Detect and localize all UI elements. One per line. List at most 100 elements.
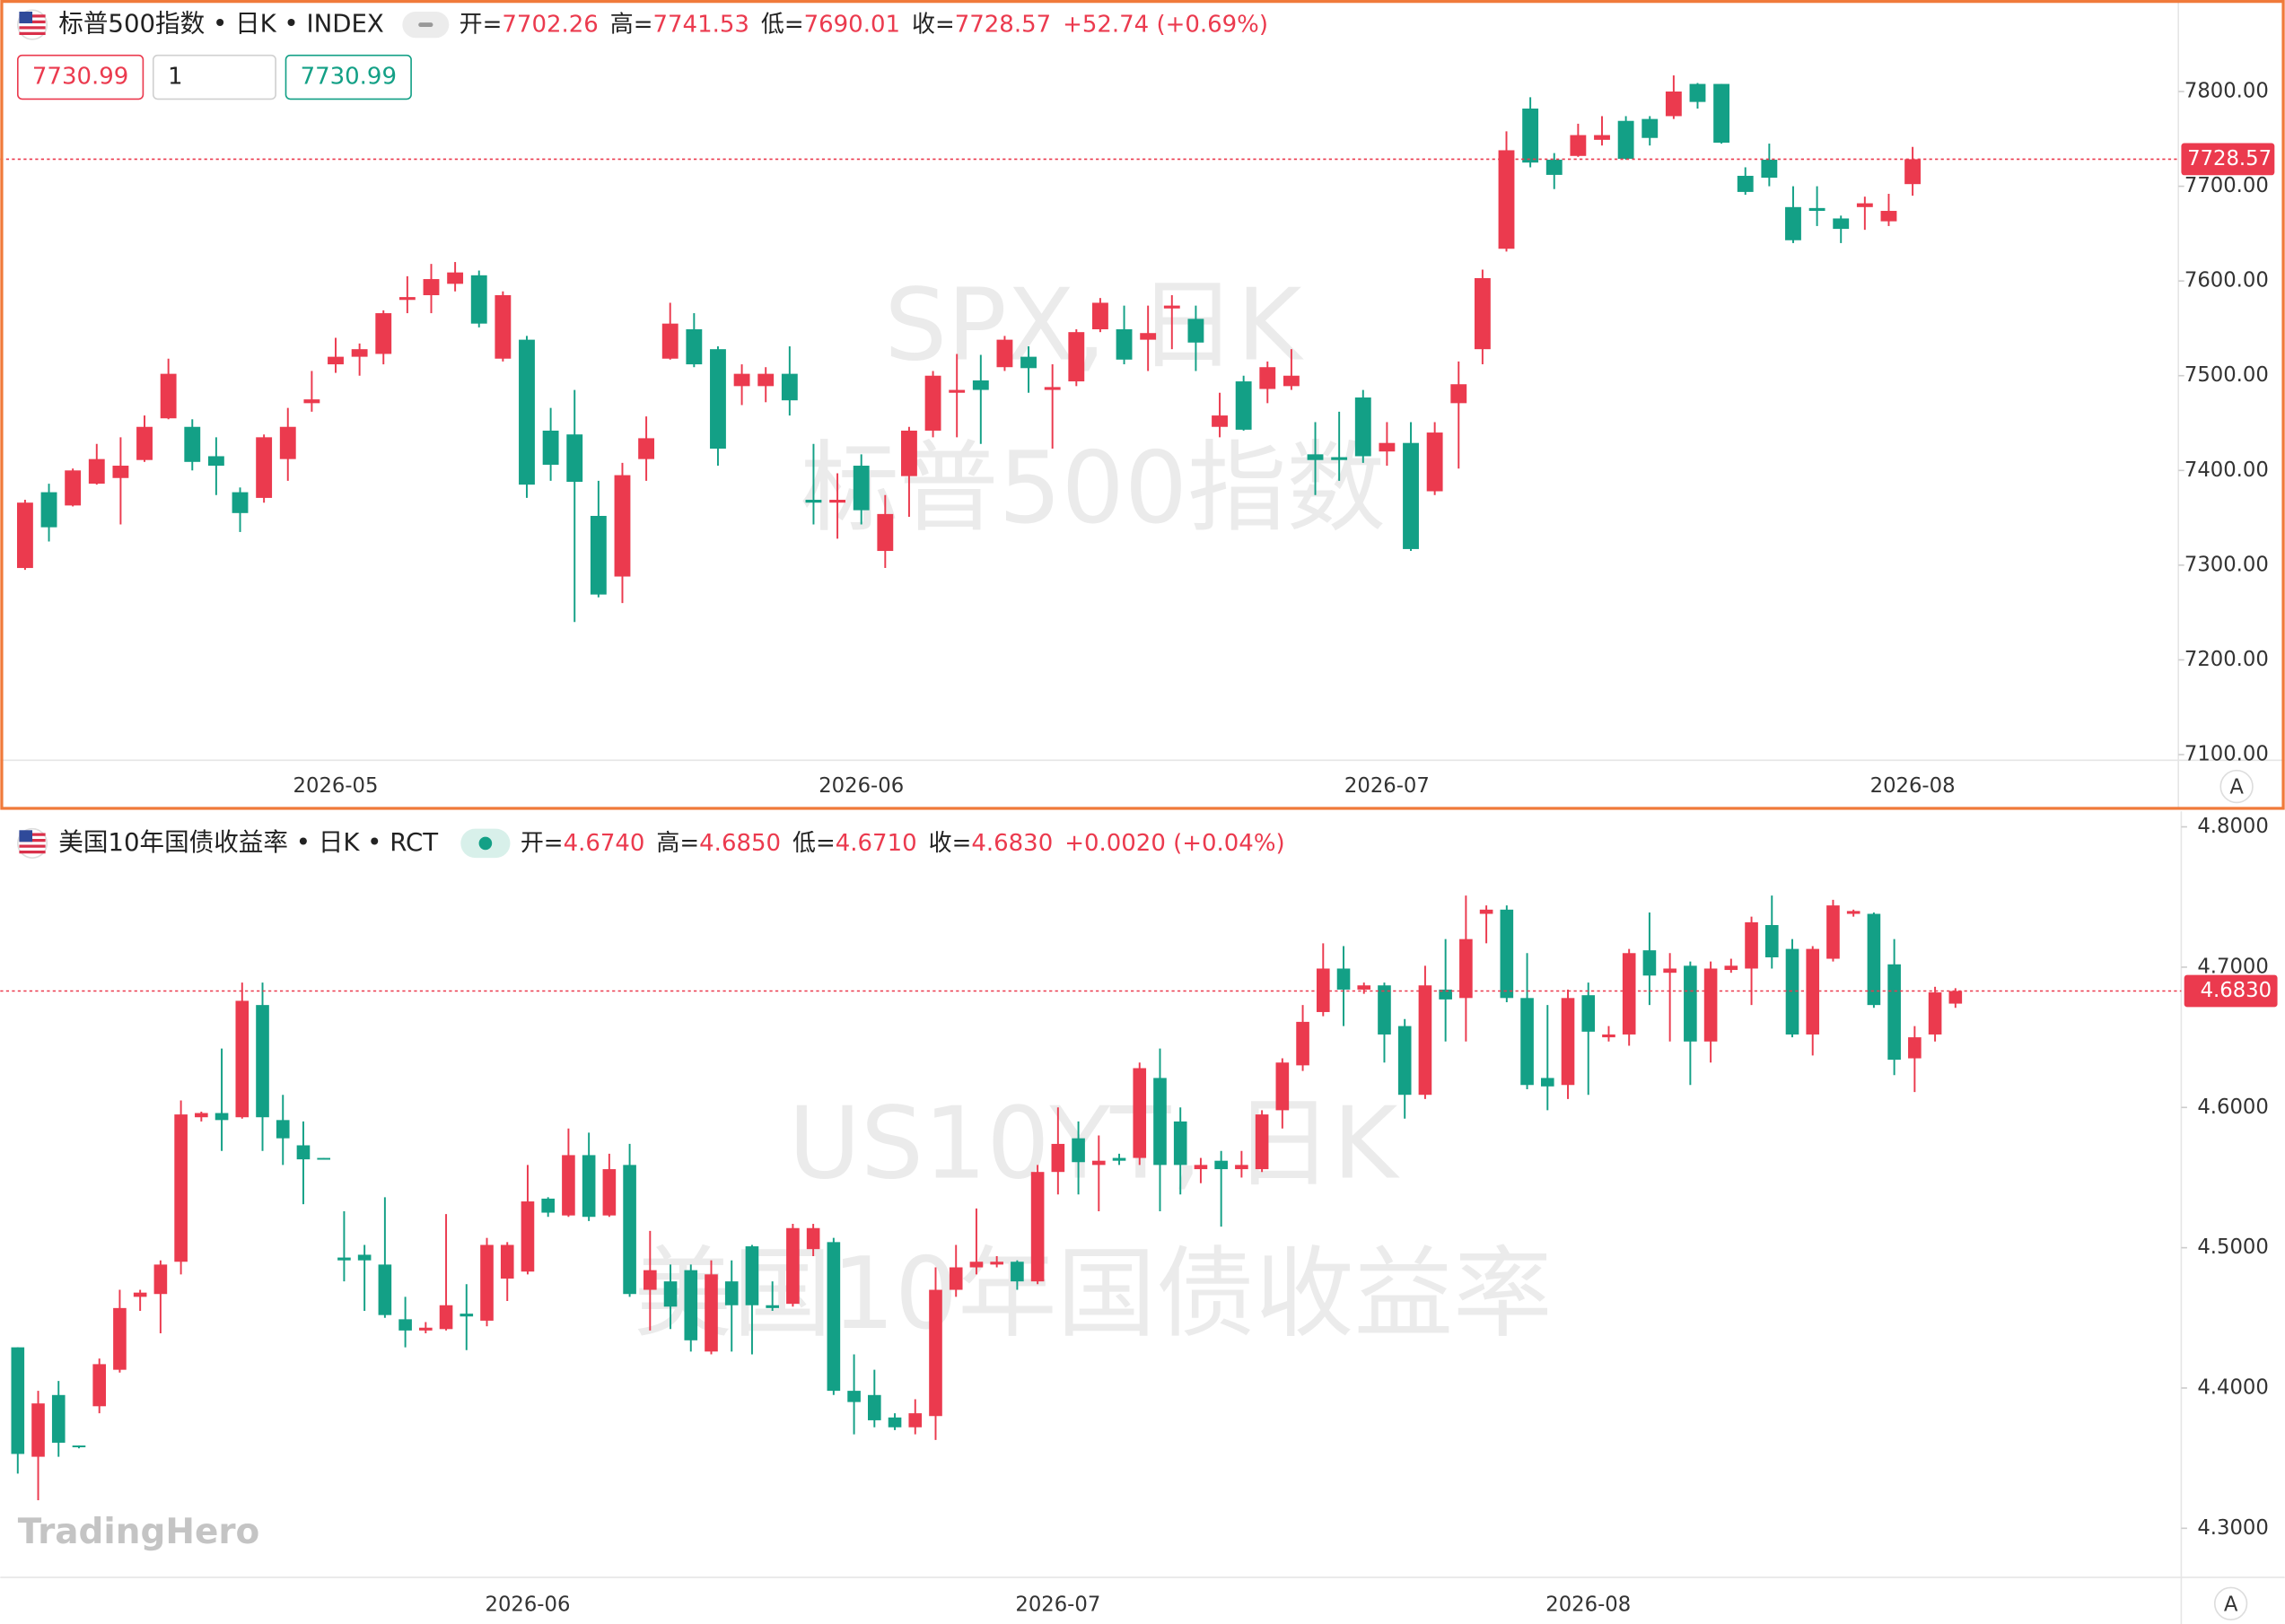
- candle-body: [929, 1289, 942, 1417]
- candle-body: [521, 1201, 535, 1272]
- auto-scale-label[interactable]: A: [2229, 776, 2244, 799]
- candle-body: [888, 1417, 902, 1428]
- candle-body: [235, 1000, 250, 1118]
- stat-value: 4.6830: [971, 829, 1053, 856]
- stat-value: 7728.57: [955, 11, 1051, 38]
- candle-body: [1051, 1143, 1065, 1173]
- candle-body: [827, 1242, 841, 1392]
- x-tick-label: 2026-08: [1545, 1593, 1631, 1616]
- candle-body: [92, 1364, 107, 1407]
- candle-body: [375, 313, 392, 354]
- candle-body: [1354, 397, 1371, 457]
- candle-body: [1378, 985, 1391, 1035]
- candle-body: [745, 1246, 759, 1305]
- order-input-box[interactable]: [285, 54, 412, 100]
- candle-body: [1357, 985, 1371, 990]
- candle-body: [1194, 1165, 1208, 1170]
- candle-body: [16, 502, 33, 569]
- candle-body: [972, 380, 989, 390]
- y-tick-label: 7500.00: [2184, 363, 2269, 387]
- auto-scale-button[interactable]: [2213, 1586, 2248, 1620]
- order-input-value[interactable]: 7730.99: [32, 64, 128, 91]
- candle-body: [1479, 909, 1493, 914]
- candle-body: [969, 1262, 984, 1268]
- candle-body: [1426, 432, 1443, 492]
- candle-body: [1522, 109, 1539, 163]
- candle-body: [1713, 83, 1730, 144]
- candle-body: [1153, 1078, 1167, 1166]
- order-input-box[interactable]: [152, 54, 276, 100]
- last-price-badge: [2184, 974, 2278, 1008]
- candle-body: [1545, 160, 1563, 175]
- candle-body: [1867, 913, 1881, 1006]
- candle-body: [661, 323, 678, 359]
- candle-body: [990, 1262, 1003, 1265]
- candle-body: [1255, 1114, 1269, 1170]
- candle-body: [11, 1347, 25, 1454]
- candle-body: [296, 1145, 311, 1160]
- candle-body: [733, 373, 750, 387]
- candle-body: [806, 1227, 820, 1250]
- y-tick-label: 7700.00: [2184, 174, 2269, 197]
- candle-body: [1030, 1172, 1045, 1282]
- candle-body: [949, 1267, 963, 1290]
- candle-body: [112, 466, 129, 478]
- order-input-box[interactable]: [16, 54, 144, 100]
- order-input-value[interactable]: 1: [168, 64, 183, 91]
- candle-body: [1833, 218, 1850, 230]
- order-input-value[interactable]: 7730.99: [301, 64, 397, 91]
- candle-body: [1689, 83, 1706, 102]
- y-tick-label: 7600.00: [2184, 269, 2269, 292]
- candle-body: [1474, 277, 1491, 350]
- candle-body: [924, 375, 941, 431]
- candle-body: [214, 1113, 229, 1121]
- candle-body: [113, 1307, 127, 1370]
- y-tick-label: 4.6000: [2197, 1096, 2269, 1119]
- candle-body: [40, 492, 57, 528]
- candle-body: [1331, 457, 1348, 460]
- ohlc-stats: 开=4.6740 高=4.6850 低=4.6710 收=4.6830 +0.0020 …: [521, 829, 1285, 856]
- candle-body: [710, 349, 726, 450]
- candle-body: [480, 1244, 494, 1321]
- candle-body: [1887, 964, 1901, 1061]
- candle-body: [423, 279, 440, 295]
- stat-label: 低=: [792, 829, 836, 856]
- candle-body: [996, 339, 1013, 368]
- candle-body: [582, 1155, 596, 1218]
- candle-body: [1540, 1078, 1554, 1087]
- price-change: +52.74 (+0.69%): [1063, 11, 1268, 38]
- last-price-badge: [2181, 143, 2275, 176]
- candle-body: [1908, 1037, 1922, 1059]
- status-dot: [478, 836, 493, 851]
- candle-body: [460, 1314, 474, 1317]
- x-tick-label: 2026-06: [819, 774, 904, 798]
- auto-scale-label[interactable]: A: [2224, 1593, 2238, 1616]
- candle-body: [351, 349, 368, 357]
- candle-body: [1044, 387, 1061, 390]
- auto-scale-button[interactable]: [2219, 769, 2254, 804]
- candle-body: [1663, 968, 1677, 974]
- candle-body: [623, 1165, 636, 1295]
- candle-body: [495, 294, 512, 359]
- candle-body: [1581, 995, 1596, 1032]
- y-tick-label: 4.7000: [2197, 955, 2269, 978]
- candle-body: [757, 373, 775, 387]
- candle-body: [1397, 1026, 1412, 1096]
- candle-body: [1459, 939, 1473, 999]
- candle-body: [781, 373, 798, 401]
- candle-body: [1642, 950, 1657, 976]
- candle-body: [1602, 1034, 1615, 1038]
- flag-icon: [16, 827, 48, 859]
- candle-body: [684, 1270, 698, 1340]
- candle-body: [541, 1198, 555, 1213]
- candle-body: [1173, 1121, 1187, 1166]
- candle-body: [1379, 442, 1396, 452]
- candle-body: [1403, 442, 1419, 549]
- y-tick-label: 7400.00: [2184, 458, 2269, 482]
- watermark: 标普500指数: [801, 432, 1386, 546]
- candle-body: [1116, 328, 1133, 360]
- candle-body: [317, 1157, 330, 1160]
- candle-body: [901, 430, 917, 476]
